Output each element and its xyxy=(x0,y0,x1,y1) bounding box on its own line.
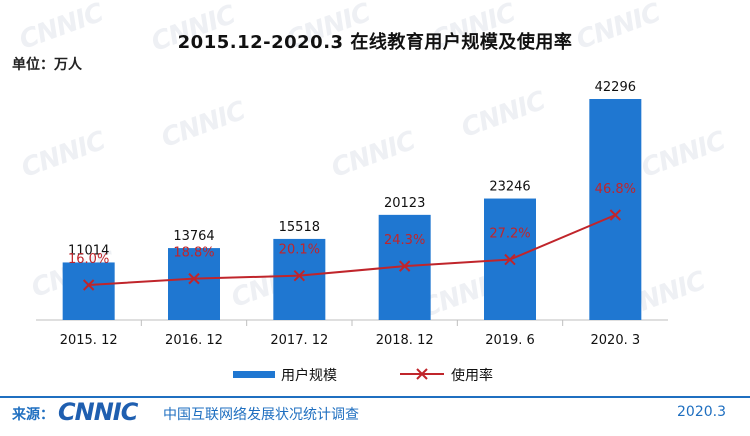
rate-value-label: 27.2% xyxy=(489,227,530,242)
rate-point xyxy=(188,272,200,285)
org-name: 中国互联网络发展状况统计调查 xyxy=(163,407,359,423)
bar-value-label: 20123 xyxy=(384,196,425,211)
cnnic-logo: CNNIC xyxy=(58,398,138,426)
rate-value-label: 16.0% xyxy=(68,252,109,267)
unit-label: 单位：万人 xyxy=(12,57,82,73)
rate-point xyxy=(398,260,411,272)
x-tick-label: 2019. 6 xyxy=(485,333,535,348)
legend-bar-swatch xyxy=(233,371,275,378)
rate-point xyxy=(293,269,306,282)
legend-bar-label: 用户规模 xyxy=(281,368,337,384)
bar xyxy=(168,248,220,320)
publication-date: 2020.3 xyxy=(677,404,726,420)
bar-value-label: 15518 xyxy=(279,220,320,235)
bar-value-label: 42296 xyxy=(595,80,636,95)
bar-value-label: 23246 xyxy=(489,180,530,195)
source-label: 来源： xyxy=(12,407,54,423)
legend-line-swatch xyxy=(400,368,444,380)
rate-value-label: 24.3% xyxy=(384,233,425,248)
rate-line xyxy=(88,214,616,286)
rate-point xyxy=(504,253,516,266)
rate-point xyxy=(82,279,95,291)
rate-value-label: 46.8% xyxy=(595,182,636,197)
x-tick-label: 2015. 12 xyxy=(60,333,118,348)
bar xyxy=(589,99,642,320)
footer-divider xyxy=(0,396,750,398)
bar-value-label: 11014 xyxy=(68,243,109,258)
bar xyxy=(62,262,115,320)
x-tick-label: 2018. 12 xyxy=(376,333,434,348)
bar-value-label: 13764 xyxy=(173,229,214,244)
rate-point xyxy=(609,209,622,221)
bar xyxy=(273,238,326,320)
chart-title: 2015.12-2020.3 在线教育用户规模及使用率 xyxy=(177,32,573,53)
rate-value-label: 20.1% xyxy=(279,243,320,258)
x-tick-label: 2017. 12 xyxy=(270,333,328,348)
x-tick-label: 2016. 12 xyxy=(165,333,223,348)
x-tick-label: 2020. 3 xyxy=(591,333,641,348)
legend: 用户规模 使用率 xyxy=(0,364,750,384)
rate-value-label: 18.8% xyxy=(173,246,214,261)
legend-line-label: 使用率 xyxy=(451,368,493,384)
